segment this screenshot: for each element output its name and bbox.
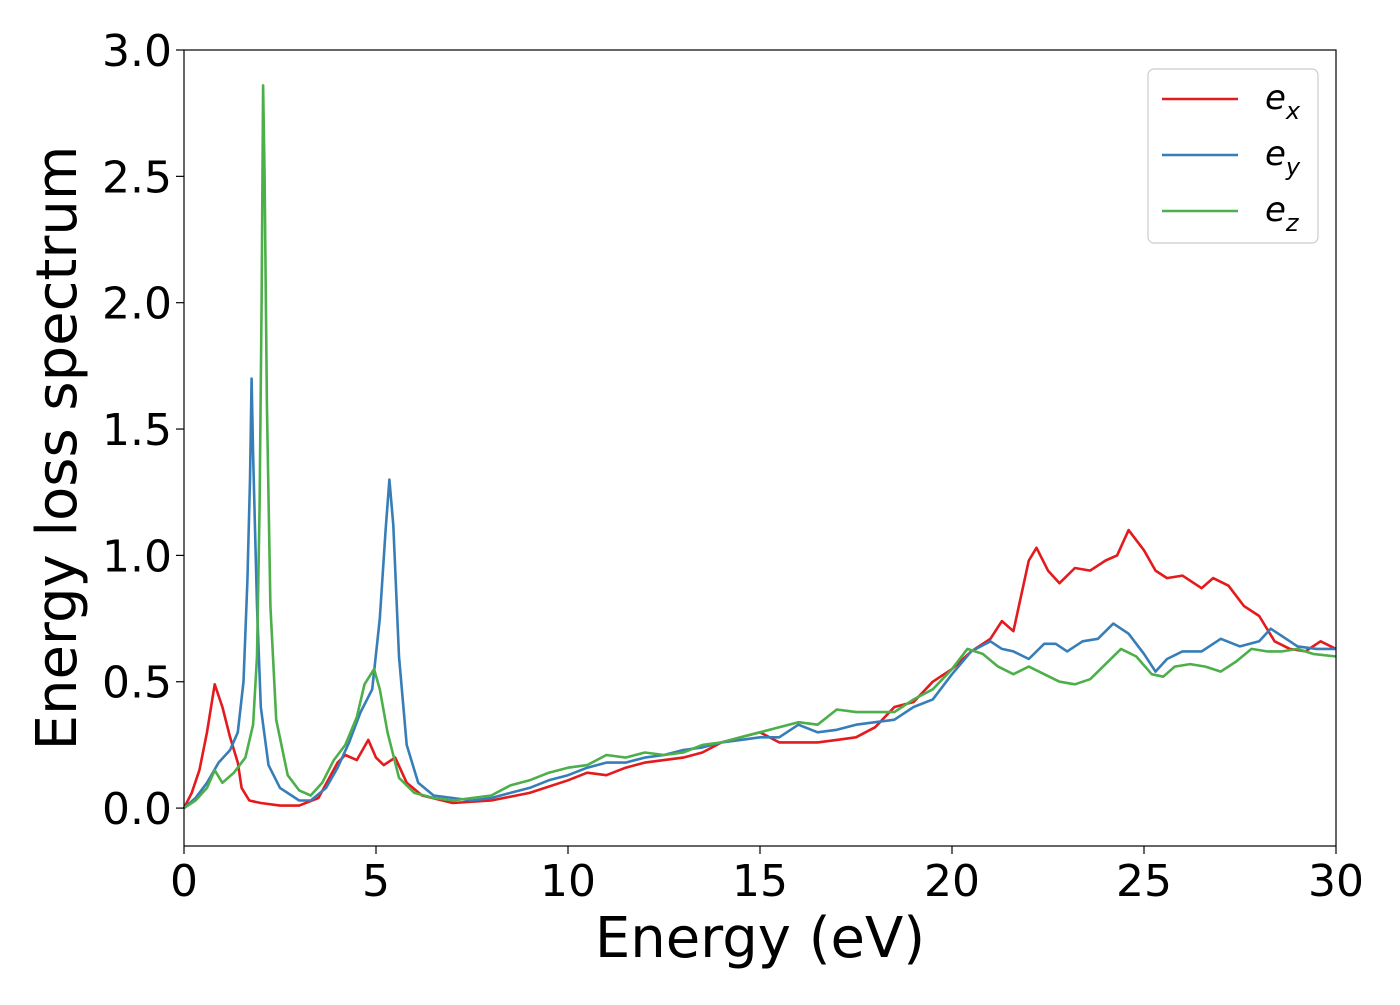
y-tick-label: 1.5 <box>102 405 172 456</box>
plot-area-background <box>184 50 1336 846</box>
y-axis-label: Energy loss spectrum <box>25 146 90 751</box>
x-tick-label: 20 <box>924 856 980 907</box>
y-tick-label: 0.0 <box>102 784 172 835</box>
y-tick-label: 3.0 <box>102 26 172 77</box>
x-axis: 0 5 10 15 20 25 30 <box>170 846 1364 907</box>
x-axis-label: Energy (eV) <box>595 906 925 971</box>
series-line-z <box>183 84 1337 810</box>
x-tick-label: 15 <box>732 856 788 907</box>
y-tick-label: 0.5 <box>102 658 172 709</box>
x-tick-label: 25 <box>1116 856 1172 907</box>
y-axis: 0.0 0.5 1.0 1.5 2.0 2.5 3.0 <box>102 26 184 835</box>
y-tick-label: 1.0 <box>102 531 172 582</box>
series-layer <box>182 84 1337 810</box>
y-tick-label: 2.0 <box>102 279 172 330</box>
x-tick-label: 0 <box>170 856 198 907</box>
x-tick-label: 10 <box>540 856 596 907</box>
series-line-y <box>183 377 1336 810</box>
y-tick-label: 2.5 <box>102 152 172 203</box>
x-tick-label: 30 <box>1308 856 1364 907</box>
x-tick-label: 5 <box>362 856 390 907</box>
